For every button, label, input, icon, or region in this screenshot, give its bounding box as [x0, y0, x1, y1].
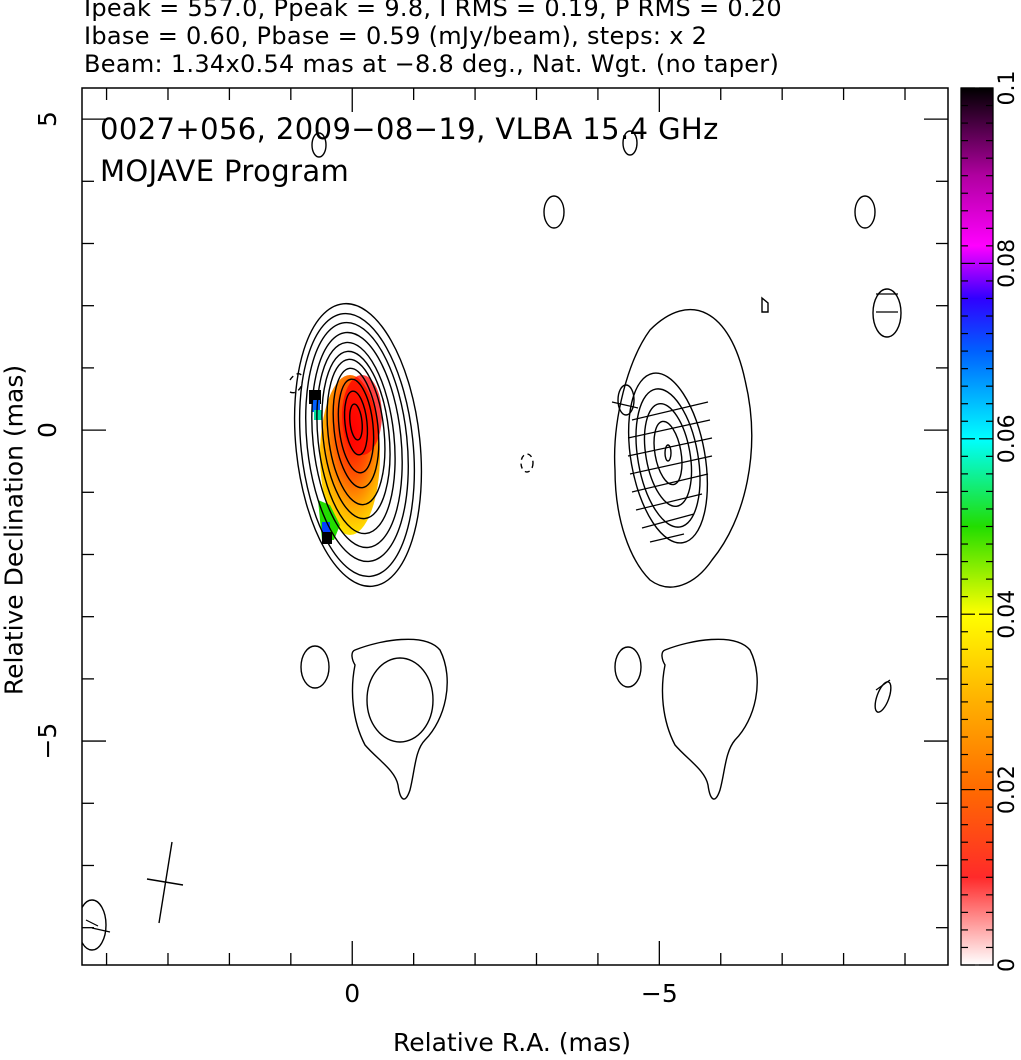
- axis-ticks: [82, 88, 948, 965]
- colorbar-tick-label: 0.02: [995, 765, 1020, 814]
- colorbar-tick-label: 0.04: [995, 590, 1020, 639]
- colorbar-labels: 0 0.02 0.04 0.06 0.08 0.1: [995, 71, 1020, 973]
- plot-title: 0027+056, 2009−08−19, VLBA 15.4 GHz: [100, 112, 719, 146]
- y-tick-label: 0: [33, 422, 62, 438]
- axis-tick-labels: 0 −5 5 0 −5: [33, 111, 678, 1008]
- plot-frame: [81, 87, 949, 966]
- y-tick-label: 5: [33, 111, 62, 127]
- beam-marker: [146, 841, 184, 924]
- colorbar-tick-label: 0.08: [995, 239, 1020, 288]
- beam-info-line: Beam: 1.34x0.54 mas at −8.8 deg., Nat. W…: [84, 50, 780, 78]
- colorbar-tick-label: 0.06: [995, 414, 1020, 463]
- left-intensity-contours: [82, 132, 565, 951]
- right-polarization-contours: [613, 130, 902, 800]
- x-axis-label: Relative R.A. (mas): [393, 1028, 631, 1057]
- x-tick-label: −5: [641, 979, 678, 1008]
- colorbar-ticks: [961, 87, 993, 966]
- x-tick-label: 0: [344, 979, 360, 1008]
- y-tick-label: −5: [33, 723, 62, 760]
- colorbar-tick-label: 0.1: [995, 71, 1020, 106]
- map-contents: [82, 130, 902, 951]
- stats-line-2: Ibase = 0.60, Pbase = 0.59 (mJy/beam), s…: [84, 22, 708, 50]
- y-axis-label: Relative Declination (mas): [0, 364, 29, 696]
- plot-subtitle: MOJAVE Program: [100, 154, 350, 188]
- colorbar-tick-label: 0: [995, 958, 1020, 972]
- evpa-vectors: [85, 293, 898, 933]
- stats-line-1: Ipeak = 557.0, Ppeak = 9.8, I RMS = 0.19…: [84, 0, 782, 22]
